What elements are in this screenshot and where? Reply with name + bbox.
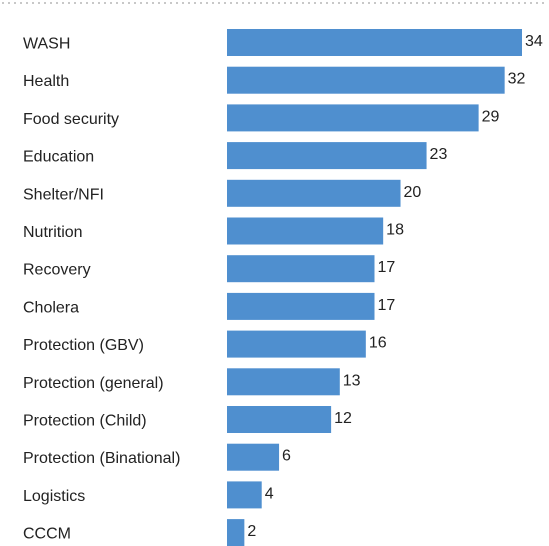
bar-protection-child	[227, 406, 332, 433]
category-label-protection-gbv: Protection (GBV)	[23, 337, 144, 354]
category-label-recovery: Recovery	[23, 262, 91, 279]
value-label-cccm: 2	[247, 523, 256, 540]
bar-logistics	[227, 481, 262, 509]
category-label-education: Education	[23, 149, 94, 166]
value-label-shelter-nfi: 20	[404, 184, 422, 201]
value-label-protection-gbv: 16	[369, 335, 387, 352]
bar-shelter-nfi	[227, 179, 401, 207]
category-label-logistics: Logistics	[23, 488, 85, 505]
value-label-wash: 34	[525, 33, 543, 50]
value-label-education: 23	[430, 146, 448, 163]
category-label-food-security: Food security	[23, 111, 119, 128]
category-label-protection-child: Protection (Child)	[23, 413, 147, 430]
category-label-protection-binational: Protection (Binational)	[23, 450, 180, 467]
value-label-protection-child: 12	[334, 410, 352, 427]
category-label-wash: WASH	[23, 36, 70, 53]
category-label-cholera: Cholera	[23, 299, 79, 316]
bar-recovery	[227, 255, 375, 283]
value-label-protection-general: 13	[343, 372, 361, 389]
category-labels: WASH Health Food security Education Shelter/…	[23, 36, 180, 543]
category-label-health: Health	[23, 73, 69, 90]
value-label-cholera: 17	[378, 297, 396, 314]
bar-wash	[227, 29, 522, 56]
bar-protection-binational	[227, 443, 280, 471]
bars	[227, 29, 522, 546]
value-label-food-security: 29	[482, 108, 500, 125]
bar-protection-gbv	[227, 330, 366, 358]
bar-cccm	[227, 519, 245, 546]
value-label-health: 32	[508, 71, 526, 88]
bar-health	[227, 66, 505, 94]
category-label-cccm: CCCM	[23, 526, 71, 543]
value-label-protection-binational: 6	[282, 448, 291, 465]
category-label-protection-general: Protection (general)	[23, 375, 164, 392]
bar-protection-general	[227, 368, 340, 396]
bar-education	[227, 142, 427, 170]
value-label-logistics: 4	[265, 485, 274, 502]
value-label-recovery: 17	[378, 259, 396, 276]
bar-nutrition	[227, 217, 384, 245]
category-label-nutrition: Nutrition	[23, 224, 83, 241]
bar-cholera	[227, 292, 375, 320]
bar-food-security	[227, 104, 479, 132]
value-labels: 34 32 29 23 20 18 17 17 16 13 12 6 4 2	[247, 33, 543, 540]
value-label-nutrition: 18	[386, 222, 404, 239]
category-label-shelter-nfi: Shelter/NFI	[23, 186, 104, 203]
